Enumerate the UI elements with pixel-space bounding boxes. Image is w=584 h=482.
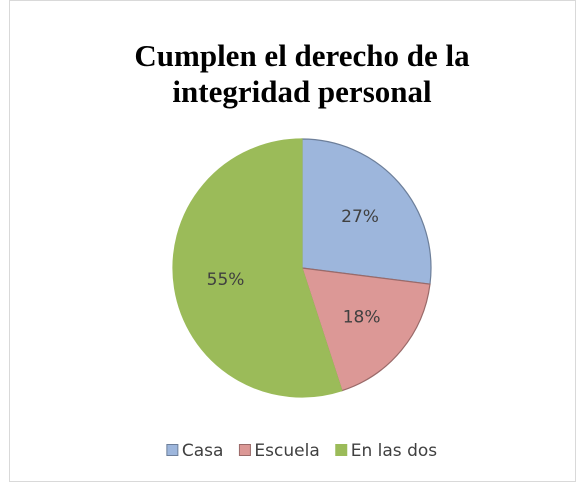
pie-slice bbox=[172, 138, 343, 398]
legend-swatch bbox=[238, 444, 251, 456]
legend-swatch bbox=[166, 444, 179, 456]
pie-slice bbox=[301, 267, 431, 392]
legend-label: En las dos bbox=[351, 441, 438, 461]
chart-title: Cumplen el derecho de la integridad pers… bbox=[134, 38, 470, 109]
data-label: 27% bbox=[341, 207, 379, 227]
legend-label: Escuela bbox=[254, 441, 319, 461]
legend-swatch bbox=[335, 444, 348, 456]
legend-label: Casa bbox=[182, 441, 224, 461]
data-label: 18% bbox=[343, 307, 381, 327]
data-label: 55% bbox=[207, 270, 245, 290]
pie-slice bbox=[301, 138, 432, 285]
